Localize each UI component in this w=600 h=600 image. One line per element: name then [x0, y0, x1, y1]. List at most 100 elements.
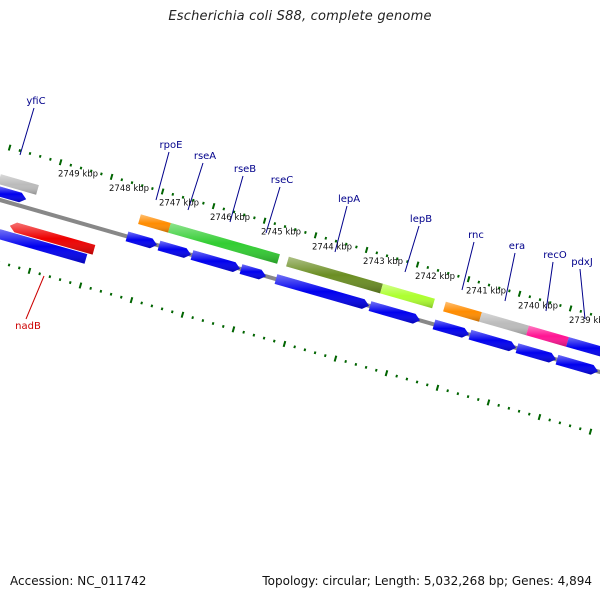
- ruler-tick: [303, 348, 307, 352]
- ruler-tick: [559, 303, 562, 308]
- ruler-tick: [140, 301, 143, 305]
- ruler-tick: [487, 283, 491, 287]
- ruler-tick: [160, 188, 165, 195]
- ruler-tick: [180, 311, 185, 318]
- ruler-tick: [313, 232, 318, 239]
- ruler-tick: [140, 184, 144, 188]
- ruler-tick: [253, 216, 256, 220]
- ruler-kbp-label: 2742 kbp: [415, 272, 455, 282]
- ruler-tick: [354, 362, 358, 366]
- gene-leader-line: [187, 162, 204, 211]
- ruler-tick: [538, 298, 542, 302]
- ruler-tick: [109, 173, 114, 181]
- gene-lepA-shading: [286, 256, 383, 294]
- gene-label-yfiC[interactable]: yfiC: [26, 96, 45, 107]
- ruler-tick: [293, 227, 297, 232]
- gene-rpoE-shading: [138, 214, 171, 233]
- ruler-tick: [232, 210, 236, 214]
- gene-leader-line: [19, 107, 35, 156]
- cds-arrow-shading: [515, 343, 556, 363]
- gene-label-rseB[interactable]: rseB: [234, 164, 256, 175]
- accession-label: Accession: NC_011742: [10, 574, 147, 588]
- ruler-tick: [191, 316, 194, 320]
- ruler-tick: [69, 163, 73, 167]
- ruler-tick: [446, 389, 449, 393]
- gene-label-lepB[interactable]: lepB: [410, 214, 432, 225]
- gene-label-recO[interactable]: recO: [543, 250, 567, 261]
- cds-arrow-shading: [274, 274, 369, 309]
- ruler-tick: [99, 289, 103, 293]
- ruler-tick: [313, 351, 317, 355]
- gene-yfiC-shading: [0, 174, 39, 195]
- ruler-tick: [405, 377, 409, 381]
- ruler-tick: [18, 149, 22, 153]
- gene-leader-line: [155, 151, 170, 201]
- ruler-tick: [364, 365, 368, 369]
- ruler-tick: [497, 403, 500, 407]
- ruler-tick: [58, 278, 62, 282]
- gene-label-era[interactable]: era: [509, 241, 525, 252]
- ruler-tick: [89, 286, 92, 290]
- ruler-tick: [568, 305, 573, 312]
- ruler-tick: [282, 340, 287, 348]
- gene-leader-line: [334, 205, 348, 253]
- ruler-tick: [568, 424, 572, 428]
- ruler-tick: [508, 289, 511, 293]
- ruler-tick: [517, 290, 522, 297]
- ruler-kbp-label: 2747 kbp: [159, 198, 199, 208]
- ruler-tick: [558, 421, 562, 425]
- ruler-tick: [415, 380, 419, 384]
- gene-label-rseA[interactable]: rseA: [194, 151, 216, 162]
- ruler-tick: [191, 198, 195, 202]
- gene-recO-shading: [526, 325, 569, 347]
- ruler-tick: [38, 154, 42, 158]
- ruler-tick: [385, 254, 389, 258]
- gene-label-rseC[interactable]: rseC: [271, 175, 293, 186]
- ruler-tick: [221, 324, 225, 328]
- ruler-tick: [497, 286, 501, 290]
- outer-tick-ring: [7, 144, 600, 319]
- inner-tick-ring: [0, 261, 593, 435]
- ruler-tick: [262, 217, 267, 224]
- ruler-tick: [171, 192, 175, 196]
- gene-leader-line: [404, 225, 420, 273]
- ruler-tick: [109, 292, 113, 296]
- ruler-tick: [384, 370, 389, 377]
- gene-leader-line: [504, 252, 516, 302]
- ruler-tick: [435, 384, 440, 391]
- gene-label-lepA[interactable]: lepA: [338, 194, 360, 205]
- ruler-tick: [323, 354, 327, 358]
- ruler-tick: [129, 296, 134, 304]
- ruler-tick: [160, 307, 164, 311]
- ruler-tick: [486, 399, 491, 406]
- cds-arrow-shading: [468, 329, 516, 352]
- ruler-tick: [355, 245, 358, 249]
- ruler-tick: [119, 295, 123, 299]
- gene-era-shading: [479, 312, 529, 336]
- gene-label-rpoE[interactable]: rpoE: [160, 140, 183, 151]
- ruler-tick: [242, 213, 246, 217]
- ruler-tick: [293, 345, 296, 349]
- ruler-kbp-label: 2748 kbp: [109, 184, 149, 194]
- gene-label-nadB[interactable]: nadB: [15, 321, 41, 332]
- ruler-tick: [68, 281, 72, 285]
- ruler-tick: [78, 282, 83, 289]
- ruler-tick: [364, 246, 369, 254]
- ruler-kbp-label: 2749 kbp: [58, 169, 98, 179]
- gene-leader-line: [229, 175, 244, 223]
- genome-stats-label: Topology: circular; Length: 5,032,268 bp…: [262, 574, 592, 588]
- gene-label-rnc[interactable]: rnc: [468, 230, 484, 241]
- cds-arrow-shading: [432, 319, 469, 338]
- ruler-tick: [211, 321, 215, 326]
- gene-rnc-shading: [443, 301, 482, 322]
- gene-leader-line: [545, 261, 554, 312]
- ruler-tick: [273, 222, 277, 226]
- gene-label-pdxJ[interactable]: pdxJ: [571, 257, 593, 268]
- gene-pdxJ-shading: [566, 337, 600, 357]
- gene-leader-line: [25, 275, 45, 320]
- cds-arrow-shading: [190, 250, 240, 272]
- ruler-tick: [344, 242, 348, 246]
- ruler-tick: [201, 319, 205, 323]
- cds-arrow-shading: [125, 231, 157, 249]
- ruler-tick: [7, 144, 12, 151]
